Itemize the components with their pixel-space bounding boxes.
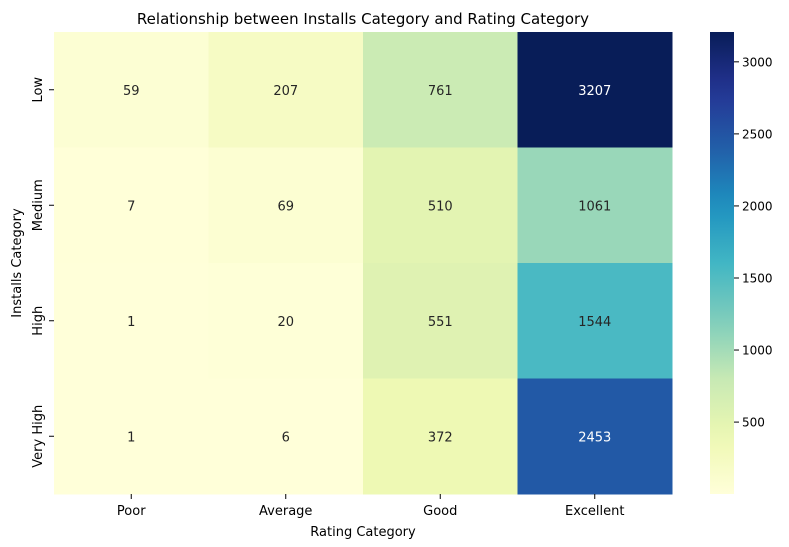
colorbar-tick-label: 2000 [742, 199, 773, 213]
cell-value-label: 1 [127, 430, 135, 445]
x-tick-label: Poor [117, 504, 146, 519]
heatmap-cell [363, 263, 518, 379]
cell-value-label: 1 [127, 315, 135, 330]
x-tick-label: Average [259, 504, 312, 519]
y-axis-label: Installs Category [10, 208, 25, 318]
colorbar-tick-label: 1500 [742, 271, 773, 285]
colorbar-tick-label: 1000 [742, 344, 773, 358]
heatmap-cells: 59 207 761 3207 7 69 510 1061 1 20 551 1544 1 6 372 245… [54, 32, 673, 495]
cell-value-label: 1544 [578, 315, 611, 330]
colorbar-tick-label: 3000 [742, 55, 773, 69]
chart-title: Relationship between Installs Category a… [137, 10, 589, 28]
cell-value-label: 59 [123, 84, 140, 99]
colorbar-axis: 500 1000 1500 2000 2500 3000 [734, 55, 773, 430]
x-tick-label: Excellent [565, 504, 624, 519]
heatmap-cell [208, 147, 364, 264]
heatmap-cell [54, 378, 209, 495]
x-axis: Poor Average Good Excellent [117, 494, 624, 519]
heatmap-cell [208, 32, 364, 148]
heatmap-cell [208, 378, 364, 495]
colorbar-tick-label: 500 [742, 416, 765, 430]
heatmap-cell [363, 32, 518, 148]
heatmap-cell [54, 32, 209, 148]
cell-value-label: 761 [428, 84, 453, 99]
cell-value-label: 1061 [578, 199, 611, 214]
cell-value-label: 372 [428, 430, 453, 445]
y-tick-label: High [31, 306, 46, 336]
heatmap-cell [517, 32, 673, 148]
x-tick-label: Good [423, 504, 457, 519]
heatmap-cell [517, 147, 673, 264]
heatmap-cell [54, 147, 209, 264]
colorbar [710, 32, 734, 494]
heatmap-cell [517, 378, 673, 495]
cell-value-label: 6 [282, 430, 290, 445]
y-tick-label: Low [31, 77, 46, 103]
cell-value-label: 551 [428, 315, 453, 330]
colorbar-tick-label: 2500 [742, 127, 773, 141]
y-tick-label: Medium [31, 179, 46, 231]
cell-value-label: 20 [277, 315, 294, 330]
y-axis: Low Medium High Very High [31, 77, 54, 468]
cell-value-label: 3207 [578, 84, 611, 99]
heatmap-cell [363, 147, 518, 264]
cell-value-label: 2453 [578, 430, 611, 445]
x-axis-label: Rating Category [310, 525, 416, 540]
cell-value-label: 207 [273, 84, 298, 99]
heatmap-cell [363, 378, 518, 495]
heatmap-cell [208, 263, 364, 379]
cell-value-label: 510 [428, 199, 453, 214]
cell-value-label: 7 [127, 199, 135, 214]
cell-value-label: 69 [277, 199, 294, 214]
y-tick-label: Very High [31, 405, 46, 468]
heatmap-cell [54, 263, 209, 379]
heatmap-cell [517, 263, 673, 379]
